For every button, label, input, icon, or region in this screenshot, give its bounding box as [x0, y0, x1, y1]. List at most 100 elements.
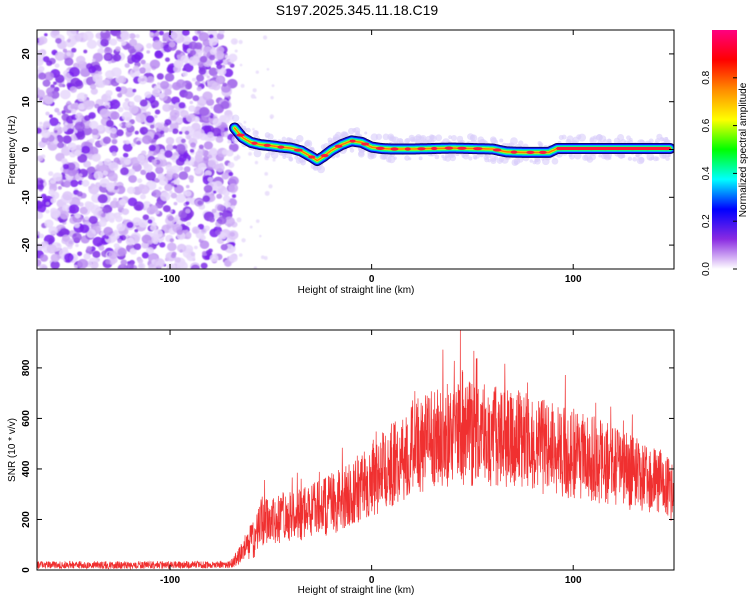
noise-speckle — [252, 88, 257, 93]
noise-speckle — [254, 96, 257, 99]
trace-halo — [638, 156, 645, 163]
trace-peak — [492, 148, 502, 152]
trace-halo — [370, 133, 379, 141]
noise-speckle — [152, 239, 159, 245]
noise-speckle — [255, 70, 259, 74]
noise-speckle — [156, 73, 164, 80]
noise-speckle — [243, 120, 247, 124]
trace-halo — [489, 136, 497, 143]
noise-speckle — [207, 131, 214, 138]
noise-speckle — [50, 197, 57, 204]
noise-speckle — [73, 129, 78, 134]
noise-speckle — [128, 174, 137, 183]
x-tick-label: -100 — [160, 575, 180, 586]
noise-speckle — [42, 79, 51, 87]
noise-speckle — [147, 240, 153, 245]
noise-speckle — [39, 179, 44, 184]
noise-speckle — [73, 264, 78, 269]
noise-speckle — [98, 219, 107, 227]
noise-speckle — [139, 126, 149, 135]
noise-speckle — [140, 169, 147, 176]
noise-speckle — [88, 215, 98, 225]
trace-halo — [379, 153, 387, 160]
noise-speckle — [79, 224, 90, 234]
trace-halo — [441, 154, 445, 159]
noise-speckle — [58, 83, 64, 88]
trace-halo — [499, 138, 504, 143]
noise-speckle — [160, 191, 171, 202]
trace-peak — [349, 139, 356, 143]
noise-speckle — [37, 200, 42, 206]
noise-speckle — [178, 102, 186, 109]
noise-speckle — [151, 159, 157, 165]
noise-speckle — [194, 80, 201, 86]
trace-halo — [449, 154, 457, 162]
noise-speckle — [39, 264, 48, 269]
noise-speckle — [221, 172, 230, 180]
noise-speckle — [70, 108, 77, 114]
y-tick-label: 0 — [21, 146, 32, 152]
noise-speckle — [81, 145, 91, 154]
noise-speckle — [62, 163, 70, 170]
noise-speckle — [173, 59, 184, 69]
noise-speckle — [81, 179, 90, 187]
noise-speckle — [216, 63, 223, 70]
noise-speckle — [128, 168, 136, 176]
noise-speckle — [208, 34, 214, 39]
colorbar-tick-label: 0.4 — [701, 166, 712, 180]
noise-speckle — [129, 248, 137, 255]
y-tick-label: 20 — [21, 48, 32, 60]
noise-speckle — [62, 126, 69, 132]
trace-halo — [404, 138, 410, 145]
noise-speckle — [104, 53, 112, 60]
noise-speckle — [172, 128, 179, 135]
spectrogram-x-label: Height of straight line (km) — [298, 285, 415, 296]
noise-speckle — [208, 216, 215, 223]
noise-speckle — [139, 99, 148, 107]
noise-speckle — [108, 161, 119, 171]
noise-speckle — [37, 184, 45, 190]
noise-speckle — [48, 238, 54, 243]
noise-speckle — [228, 176, 239, 186]
noise-speckle — [77, 258, 89, 269]
trace-halo — [450, 135, 457, 142]
noise-speckle — [149, 59, 161, 69]
noise-speckle — [210, 105, 214, 110]
noise-speckle — [99, 108, 110, 118]
noise-speckle — [98, 245, 105, 251]
noise-speckle — [154, 109, 161, 115]
noise-speckle — [184, 130, 190, 135]
noise-speckle — [150, 224, 157, 231]
noise-speckle — [255, 219, 260, 223]
noise-speckle — [135, 113, 146, 123]
noise-speckle — [159, 241, 166, 248]
noise-speckle — [110, 111, 120, 120]
noise-speckle — [67, 142, 77, 151]
noise-speckle — [83, 49, 88, 54]
noise-speckle — [121, 208, 130, 215]
noise-speckle — [86, 246, 93, 252]
x-tick-label: 0 — [369, 274, 375, 285]
noise-speckle — [145, 171, 156, 181]
noise-speckle — [50, 209, 61, 219]
noise-speckle — [134, 51, 144, 61]
y-tick-label: 200 — [21, 511, 32, 528]
noise-speckle — [59, 210, 70, 220]
noise-speckle — [80, 67, 91, 78]
noise-speckle — [271, 84, 275, 88]
noise-speckle — [191, 226, 201, 234]
noise-speckle — [45, 201, 50, 206]
noise-speckle — [164, 183, 173, 192]
trace-peak — [430, 146, 438, 151]
noise-speckle — [190, 142, 196, 148]
noise-speckle — [66, 52, 71, 57]
noise-speckle — [137, 154, 146, 162]
noise-speckle — [62, 204, 71, 213]
noise-speckle — [171, 165, 181, 174]
noise-speckle — [71, 47, 77, 53]
noise-speckle — [75, 55, 86, 65]
noise-speckle — [153, 258, 165, 269]
trace-peak — [417, 147, 426, 151]
trace-peak — [361, 142, 370, 146]
noise-speckle — [92, 250, 101, 259]
